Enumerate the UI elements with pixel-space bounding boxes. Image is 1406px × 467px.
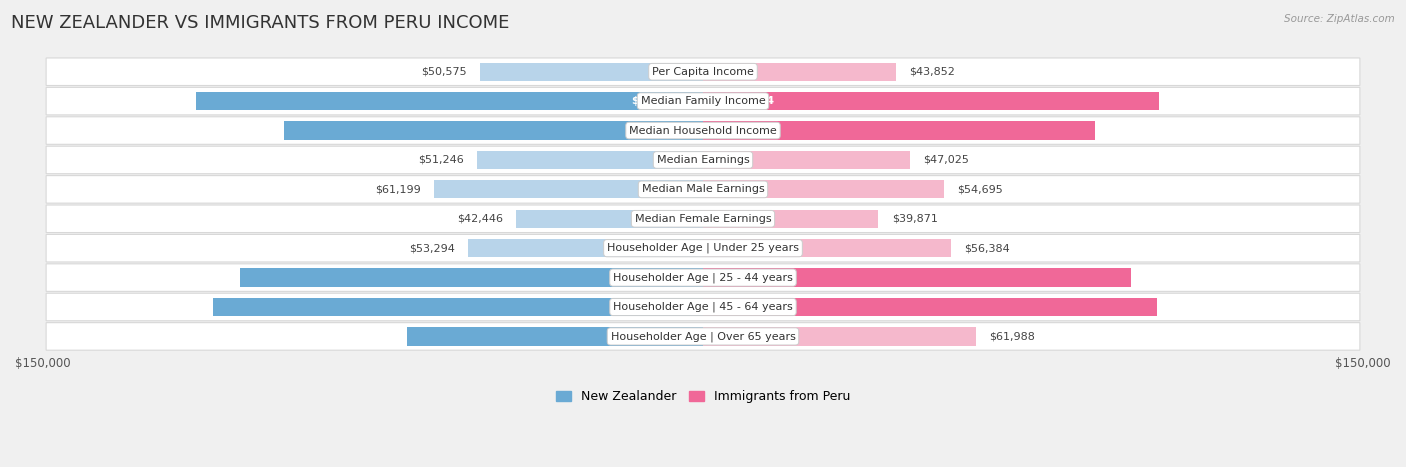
FancyBboxPatch shape (46, 323, 1360, 350)
Bar (703, 151, 910, 169)
Text: $54,695: $54,695 (957, 184, 1002, 194)
Bar (433, 180, 703, 198)
Text: Median Family Income: Median Family Income (641, 96, 765, 106)
Text: $95,146: $95,146 (638, 126, 690, 135)
Bar (478, 151, 703, 169)
Text: $111,286: $111,286 (631, 302, 690, 312)
Bar (703, 63, 896, 81)
Text: $61,988: $61,988 (988, 332, 1035, 341)
Text: Source: ZipAtlas.com: Source: ZipAtlas.com (1284, 14, 1395, 24)
Bar (703, 210, 879, 228)
Text: $39,871: $39,871 (891, 214, 938, 224)
FancyBboxPatch shape (46, 87, 1360, 115)
Text: $115,230: $115,230 (631, 96, 690, 106)
Bar (481, 63, 703, 81)
Text: Median Male Earnings: Median Male Earnings (641, 184, 765, 194)
Text: Householder Age | Under 25 years: Householder Age | Under 25 years (607, 243, 799, 254)
Bar (240, 269, 703, 287)
Bar (703, 239, 952, 257)
Text: Householder Age | 45 - 64 years: Householder Age | 45 - 64 years (613, 302, 793, 312)
FancyBboxPatch shape (46, 117, 1360, 144)
FancyBboxPatch shape (46, 176, 1360, 203)
FancyBboxPatch shape (46, 264, 1360, 291)
Text: Householder Age | Over 65 years: Householder Age | Over 65 years (610, 331, 796, 342)
Bar (406, 327, 703, 346)
Bar (195, 92, 703, 110)
Text: $51,246: $51,246 (419, 155, 464, 165)
Text: Median Household Income: Median Household Income (628, 126, 778, 135)
Text: $53,294: $53,294 (409, 243, 456, 253)
Bar (214, 298, 703, 316)
Text: $105,085: $105,085 (631, 273, 690, 283)
Bar (703, 121, 1095, 140)
Bar (703, 269, 1132, 287)
Text: Per Capita Income: Per Capita Income (652, 67, 754, 77)
Text: $97,329: $97,329 (716, 273, 768, 283)
Text: $50,575: $50,575 (422, 67, 467, 77)
Text: $67,333: $67,333 (640, 332, 690, 341)
Text: NEW ZEALANDER VS IMMIGRANTS FROM PERU INCOME: NEW ZEALANDER VS IMMIGRANTS FROM PERU IN… (11, 14, 509, 32)
Legend: New Zealander, Immigrants from Peru: New Zealander, Immigrants from Peru (550, 384, 856, 410)
Text: Median Female Earnings: Median Female Earnings (634, 214, 772, 224)
Bar (284, 121, 703, 140)
FancyBboxPatch shape (46, 146, 1360, 174)
Bar (703, 92, 1159, 110)
FancyBboxPatch shape (46, 58, 1360, 85)
Text: $42,446: $42,446 (457, 214, 503, 224)
FancyBboxPatch shape (46, 205, 1360, 233)
Text: $103,173: $103,173 (716, 302, 775, 312)
Text: Median Earnings: Median Earnings (657, 155, 749, 165)
FancyBboxPatch shape (46, 293, 1360, 321)
Bar (703, 327, 976, 346)
Bar (703, 298, 1157, 316)
Bar (468, 239, 703, 257)
Text: $61,199: $61,199 (374, 184, 420, 194)
Bar (516, 210, 703, 228)
Text: $103,534: $103,534 (716, 96, 775, 106)
Text: $47,025: $47,025 (924, 155, 969, 165)
Text: $89,010: $89,010 (716, 126, 766, 135)
Text: Householder Age | 25 - 44 years: Householder Age | 25 - 44 years (613, 272, 793, 283)
Text: $43,852: $43,852 (910, 67, 955, 77)
FancyBboxPatch shape (46, 234, 1360, 262)
Bar (703, 180, 943, 198)
Text: $56,384: $56,384 (965, 243, 1010, 253)
